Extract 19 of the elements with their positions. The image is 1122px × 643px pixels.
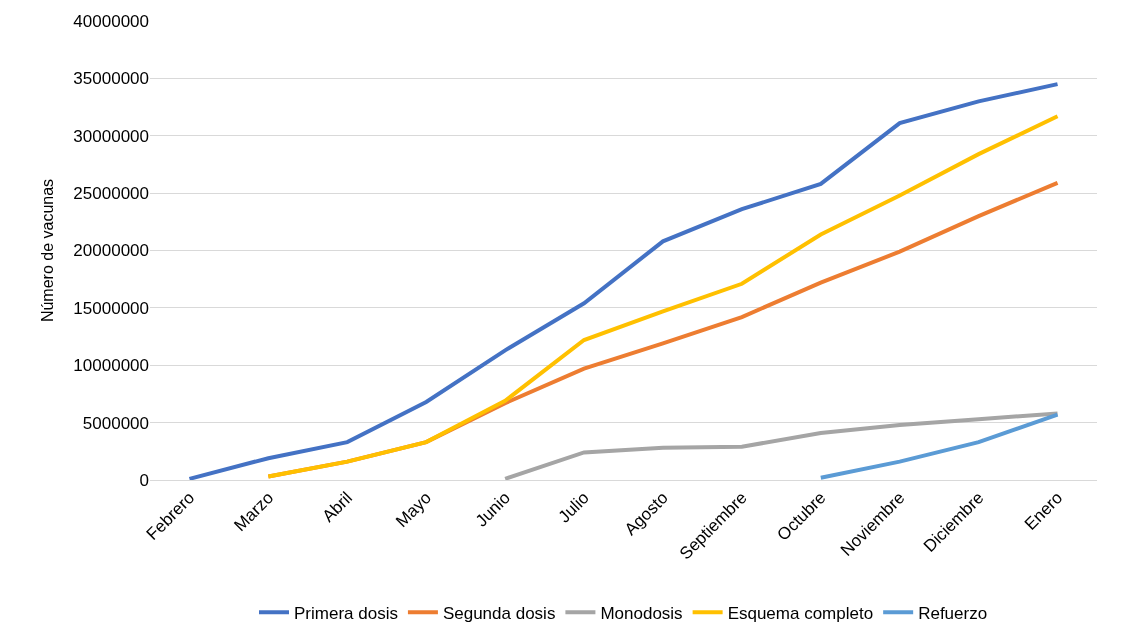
line-series bbox=[266, 114, 1060, 479]
legend-label: Segunda dosis bbox=[442, 603, 556, 623]
legend-label: Refuerzo bbox=[918, 603, 988, 623]
y-tick-label: 0 bbox=[139, 470, 149, 490]
y-tick-label: 20000000 bbox=[73, 241, 149, 261]
legend-label: Esquema completo bbox=[727, 603, 874, 623]
y-tick-label: 5000000 bbox=[82, 413, 149, 433]
line-series bbox=[503, 411, 1060, 480]
y-tick-label: 35000000 bbox=[73, 69, 149, 89]
line-series bbox=[187, 82, 1060, 480]
y-tick-label: 30000000 bbox=[73, 126, 149, 146]
y-axis-title: Número de vacunas bbox=[39, 178, 57, 323]
y-tick-label: 15000000 bbox=[73, 298, 149, 318]
legend-label: Monodosis bbox=[600, 603, 683, 623]
y-tick-label: 10000000 bbox=[73, 356, 149, 376]
line-series bbox=[818, 412, 1060, 480]
y-tick-label: 25000000 bbox=[73, 184, 149, 204]
legend-label: Primera dosis bbox=[294, 603, 398, 623]
y-tick-label: 40000000 bbox=[73, 11, 149, 31]
